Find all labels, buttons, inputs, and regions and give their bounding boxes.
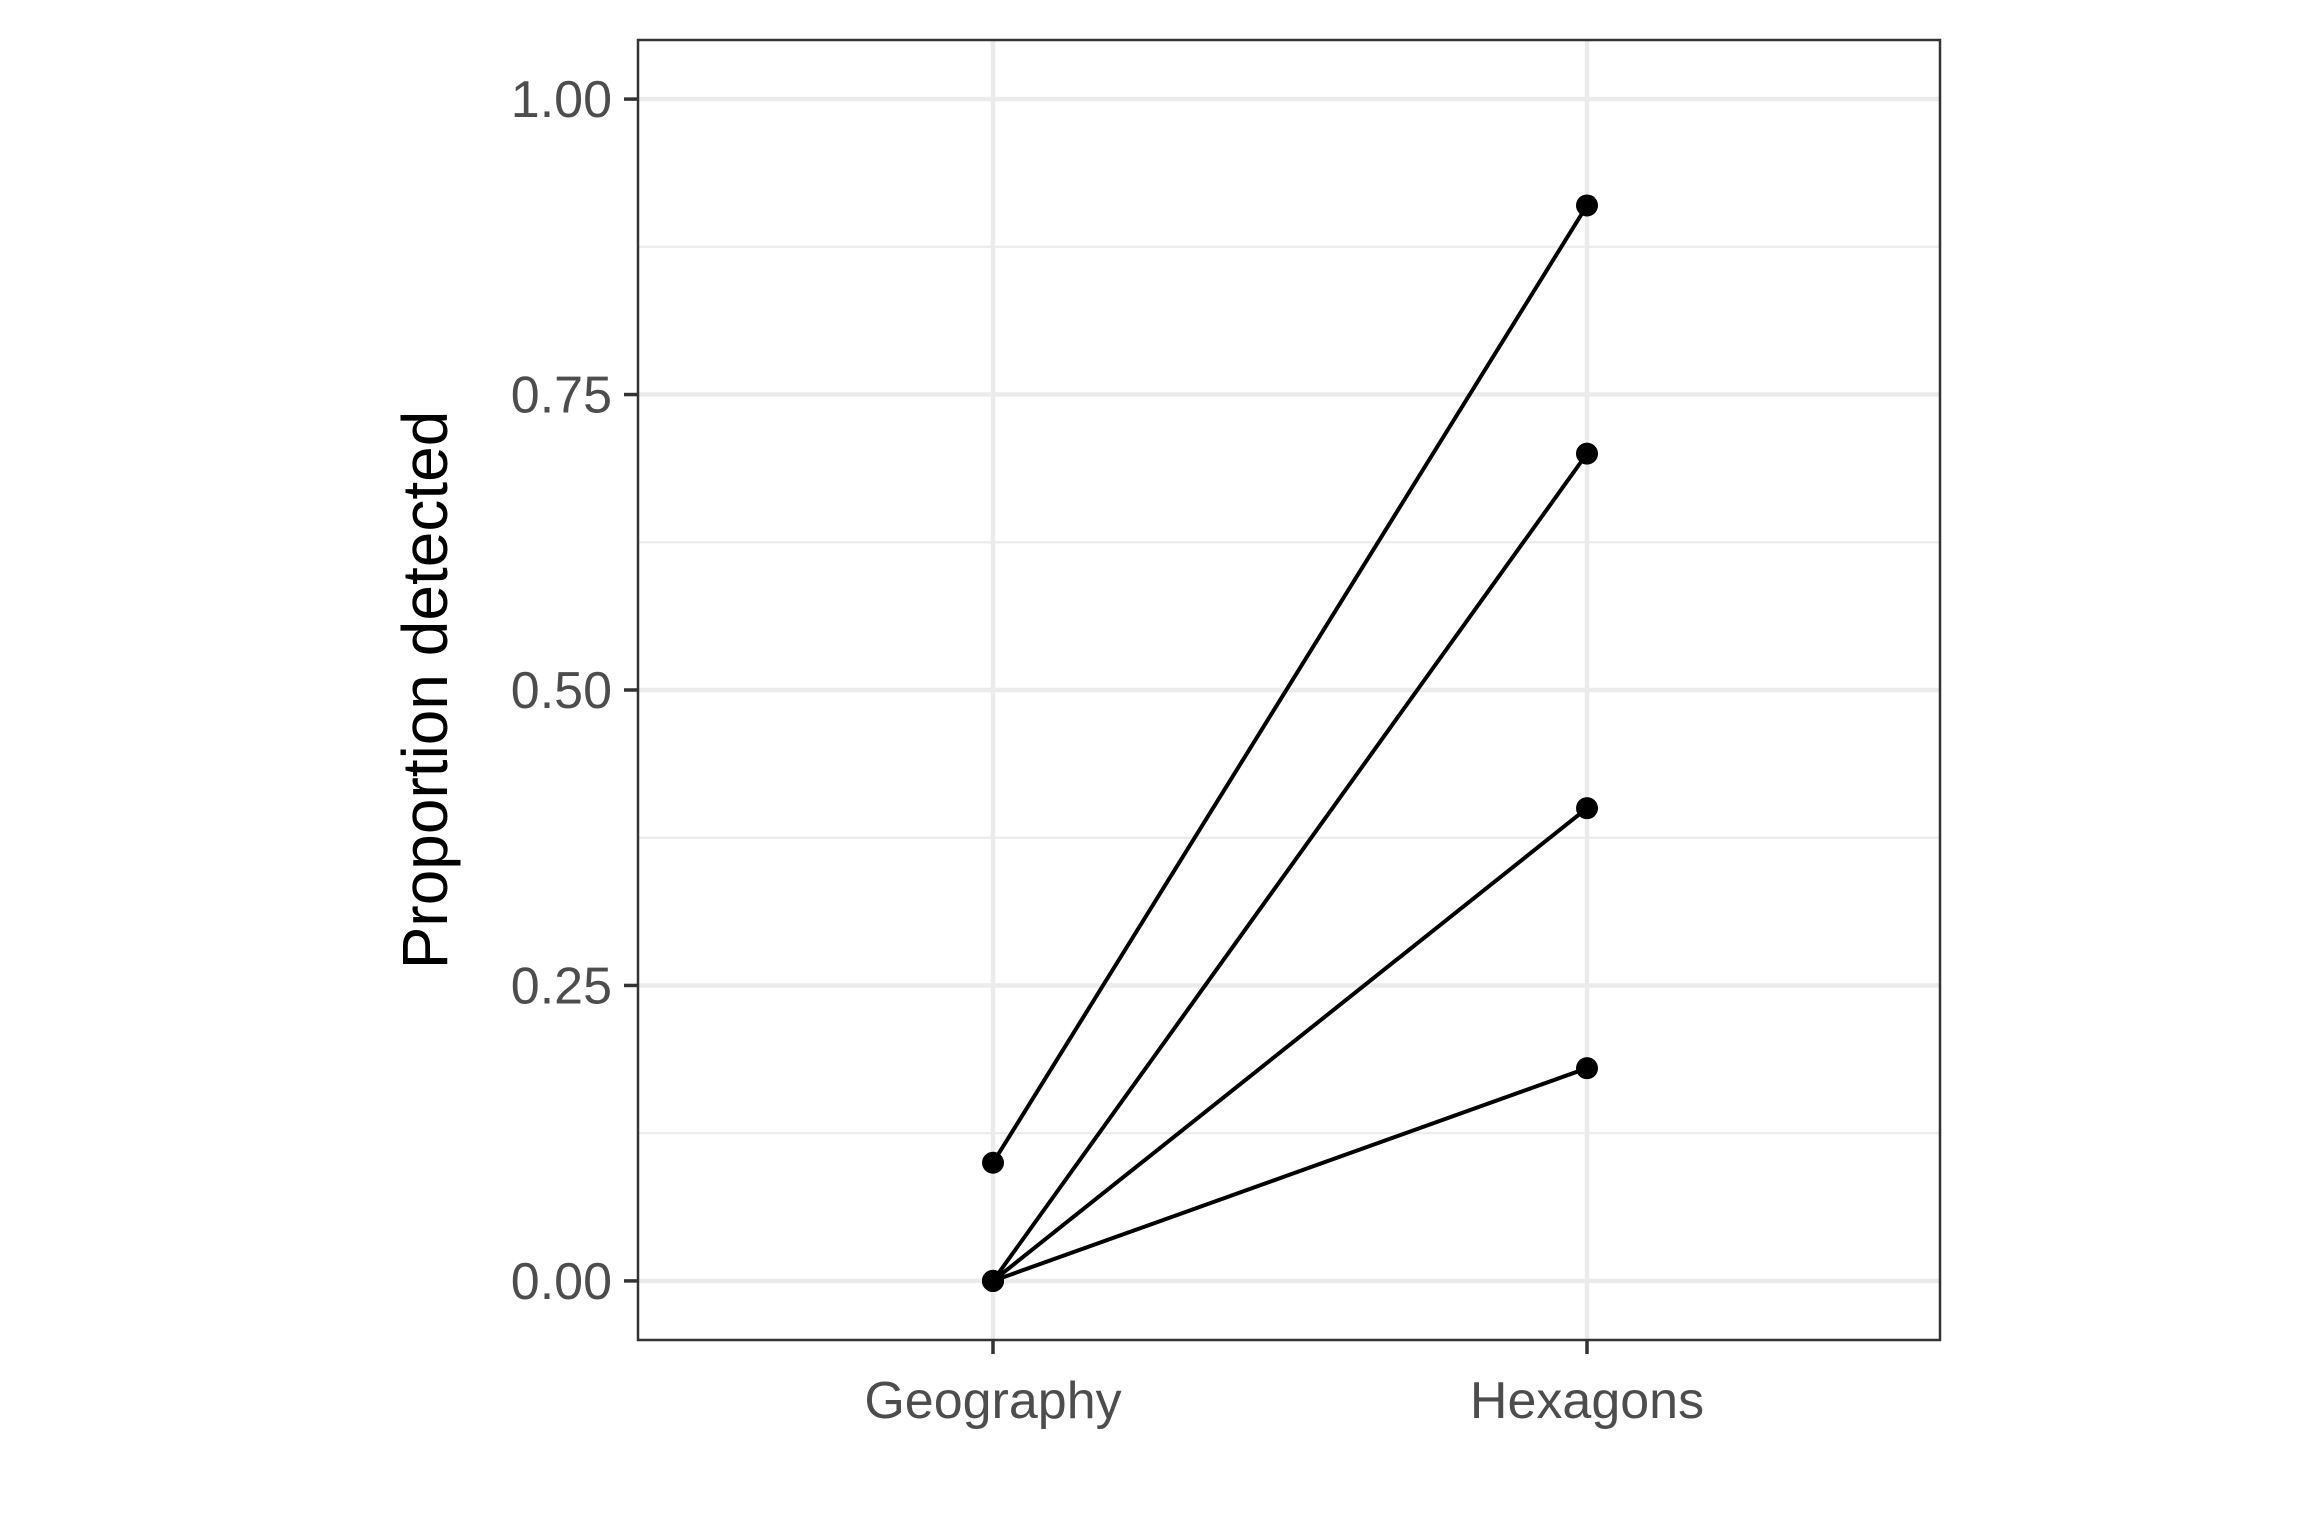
series-line-4: [992, 1066, 1588, 1283]
axis-layer: 0.00 0.25 0.50 0.75 1.00 Geography Hexagons: [511, 71, 1704, 1430]
x-tick-label: Hexagons: [1470, 1372, 1704, 1430]
data-point: [1576, 194, 1598, 217]
data-point: [1576, 442, 1598, 465]
y-tick-label: 0.25: [511, 957, 612, 1015]
grid-layer: [638, 40, 1940, 1340]
series-line-3: [991, 806, 1589, 1283]
data-point: [982, 1151, 1004, 1174]
y-tick-label: 0.50: [511, 662, 612, 720]
y-tick-label: 0.75: [511, 367, 612, 425]
points-layer: [982, 194, 1598, 1292]
data-point: [1576, 1057, 1598, 1080]
y-axis-title: Proportion detected: [389, 411, 461, 970]
data-point: [1576, 797, 1598, 820]
y-tick-label: 0.00: [511, 1253, 612, 1311]
x-tick-label: Geography: [864, 1372, 1121, 1430]
series-line-2: [991, 452, 1589, 1283]
data-point: [982, 1269, 1004, 1292]
series-layer: [991, 204, 1589, 1283]
y-tick-label: 1.00: [511, 71, 612, 129]
series-line-1: [991, 204, 1589, 1164]
